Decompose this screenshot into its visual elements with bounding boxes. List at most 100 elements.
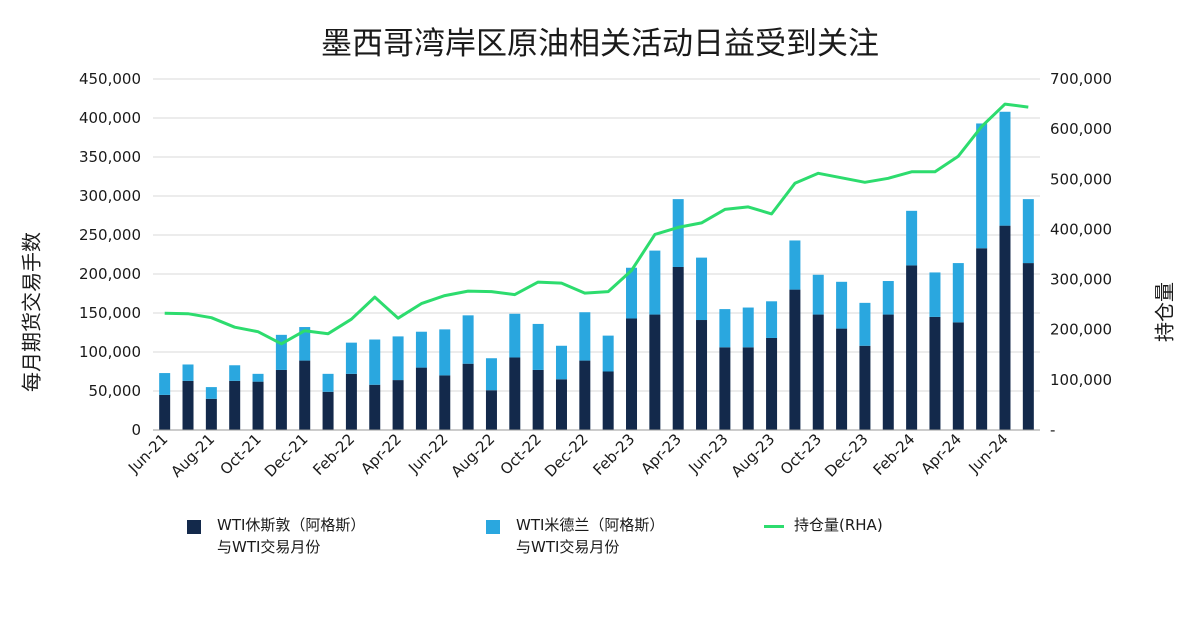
y-left-tick-label: 400,000 — [79, 109, 141, 127]
bar-houston — [836, 328, 848, 430]
bar-midland — [532, 323, 544, 370]
bar-houston — [882, 314, 894, 430]
bar-houston — [182, 380, 194, 430]
bar-houston — [159, 394, 171, 430]
bar-midland — [812, 274, 824, 315]
x-tick-label: Aug-21 — [167, 430, 218, 481]
y-right-tick-label: 200,000 — [1050, 321, 1112, 339]
bar-houston — [415, 367, 427, 430]
bar-houston — [532, 369, 544, 430]
bar-midland — [415, 331, 427, 368]
chart-title: 墨西哥湾岸区原油相关活动日益受到关注 — [321, 26, 879, 62]
x-tick-label: Feb-24 — [870, 430, 919, 479]
legend-swatch-midland — [486, 520, 500, 534]
bar-houston — [1022, 263, 1034, 430]
bar-midland — [392, 336, 404, 381]
bar-houston — [789, 289, 801, 430]
y-right-tick-label: 400,000 — [1050, 220, 1112, 238]
bar-midland — [439, 329, 451, 376]
x-tick-label: Jun-22 — [404, 430, 451, 477]
bar-houston — [509, 357, 521, 430]
x-tick-label: Apr-22 — [357, 430, 405, 478]
bar-midland — [766, 301, 778, 338]
bar-houston — [929, 316, 941, 430]
legend-swatch-houston — [187, 520, 201, 534]
bar-houston — [345, 373, 357, 430]
bar-midland — [229, 365, 241, 381]
bar-houston — [859, 345, 871, 430]
y-left-tick-label: 450,000 — [79, 70, 141, 88]
bar-midland — [649, 250, 661, 315]
bar-midland — [602, 335, 614, 372]
y-right-tick-label: 600,000 — [1050, 120, 1112, 138]
bar-houston — [766, 337, 778, 430]
x-tick-label: Aug-22 — [448, 430, 499, 481]
x-tick-label: Jun-24 — [964, 430, 1011, 477]
bar-houston — [696, 320, 708, 430]
bar-houston — [392, 380, 404, 430]
x-tick-label: Oct-23 — [777, 430, 825, 478]
bar-houston — [205, 398, 217, 430]
bar-midland — [626, 267, 638, 319]
bar-midland — [976, 123, 988, 249]
y-left-tick-label: 50,000 — [89, 382, 142, 400]
y-right-tick-label: 100,000 — [1050, 371, 1112, 389]
bar-houston — [252, 381, 264, 430]
bar-midland — [836, 281, 848, 329]
bar-houston — [485, 390, 497, 430]
y-left-tick-label: 350,000 — [79, 148, 141, 166]
bar-midland — [789, 240, 801, 290]
bar-midland — [555, 345, 567, 380]
bar-houston — [555, 379, 567, 430]
x-tick-label: Feb-23 — [590, 430, 639, 479]
bar-houston — [299, 360, 311, 430]
bar-midland — [742, 307, 754, 348]
bar-houston — [649, 314, 661, 430]
bar-houston — [719, 347, 731, 430]
x-tick-label: Aug-23 — [728, 430, 779, 481]
bar-houston — [999, 225, 1011, 430]
y-left-tick-label: 200,000 — [79, 265, 141, 283]
bar-houston — [229, 380, 241, 430]
y-left-tick-label: 250,000 — [79, 226, 141, 244]
bar-midland — [719, 309, 731, 348]
bar-houston — [976, 248, 988, 430]
bar-midland — [859, 302, 871, 346]
y-right-tick-label: 700,000 — [1050, 70, 1112, 88]
bar-houston — [275, 369, 287, 430]
x-tick-label: Apr-23 — [637, 430, 685, 478]
x-tick-label: Oct-21 — [216, 430, 264, 478]
x-tick-label: Apr-24 — [917, 430, 965, 478]
bar-midland — [299, 327, 311, 361]
legend-swatch-open-interest — [764, 525, 784, 528]
y-left-tick-label: 0 — [131, 421, 141, 439]
x-tick-label: Dec-21 — [261, 430, 312, 481]
bar-midland — [345, 342, 357, 374]
x-tick-label: Dec-23 — [821, 430, 872, 481]
bar-midland — [509, 313, 521, 358]
bar-midland — [159, 373, 171, 395]
bar-houston — [462, 363, 474, 430]
bar-midland — [579, 312, 591, 361]
bar-midland — [275, 334, 287, 370]
y-left-tick-label: 150,000 — [79, 304, 141, 322]
line-open-interest — [164, 102, 1029, 346]
bar-houston — [579, 360, 591, 430]
x-tick-label: Jun-23 — [684, 430, 731, 477]
bar-midland — [252, 373, 264, 382]
bar-midland — [205, 387, 217, 399]
bar-houston — [439, 375, 451, 430]
legend-label-midland: WTI米德兰（阿格斯） 与WTI交易月份 — [516, 516, 665, 556]
bar-midland — [672, 199, 684, 267]
legend-label-houston: WTI休斯敦（阿格斯） 与WTI交易月份 — [217, 516, 366, 556]
bar-houston — [672, 266, 684, 430]
x-tick-label: Feb-22 — [309, 430, 358, 479]
bar-midland — [1022, 199, 1034, 264]
bar-houston — [602, 371, 614, 430]
bar-houston — [742, 347, 754, 430]
x-tick-label: Dec-22 — [541, 430, 592, 481]
y-right-tick-label: 500,000 — [1050, 170, 1112, 188]
y-left-tick-label: 100,000 — [79, 343, 141, 361]
legend-label-open-interest: 持仓量(RHA) — [794, 516, 883, 534]
